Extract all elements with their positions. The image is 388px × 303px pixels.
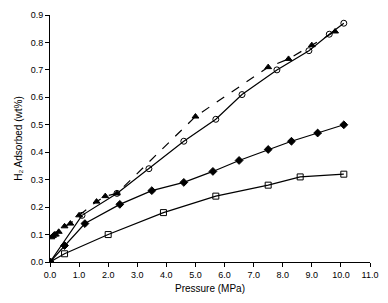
svg-text:Pressure (MPa): Pressure (MPa) — [175, 283, 245, 294]
svg-text:0.3: 0.3 — [31, 175, 44, 185]
svg-text:7.0: 7.0 — [247, 270, 260, 280]
svg-text:0.5: 0.5 — [31, 120, 44, 130]
svg-text:5.0: 5.0 — [189, 270, 202, 280]
svg-text:9.0: 9.0 — [306, 270, 319, 280]
svg-text:8.0: 8.0 — [276, 270, 289, 280]
svg-text:3.0: 3.0 — [131, 270, 144, 280]
svg-text:6.0: 6.0 — [218, 270, 231, 280]
svg-text:1.0: 1.0 — [73, 270, 86, 280]
svg-text:0.4: 0.4 — [31, 147, 44, 157]
svg-text:0.6: 0.6 — [31, 92, 44, 102]
svg-text:11.0: 11.0 — [362, 270, 379, 280]
svg-text:0.9: 0.9 — [31, 10, 44, 20]
svg-text:0.0: 0.0 — [44, 270, 57, 280]
svg-text:0.1: 0.1 — [31, 230, 44, 240]
svg-text:10.0: 10.0 — [332, 270, 350, 280]
svg-text:H₂ Adsorbed (wt%): H₂ Adsorbed (wt%) — [13, 96, 24, 180]
svg-text:0.0: 0.0 — [31, 257, 44, 267]
svg-text:0.2: 0.2 — [31, 202, 44, 212]
svg-text:0.7: 0.7 — [31, 65, 44, 75]
svg-text:2.0: 2.0 — [102, 270, 115, 280]
svg-text:0.8: 0.8 — [31, 38, 44, 48]
svg-text:4.0: 4.0 — [160, 270, 173, 280]
